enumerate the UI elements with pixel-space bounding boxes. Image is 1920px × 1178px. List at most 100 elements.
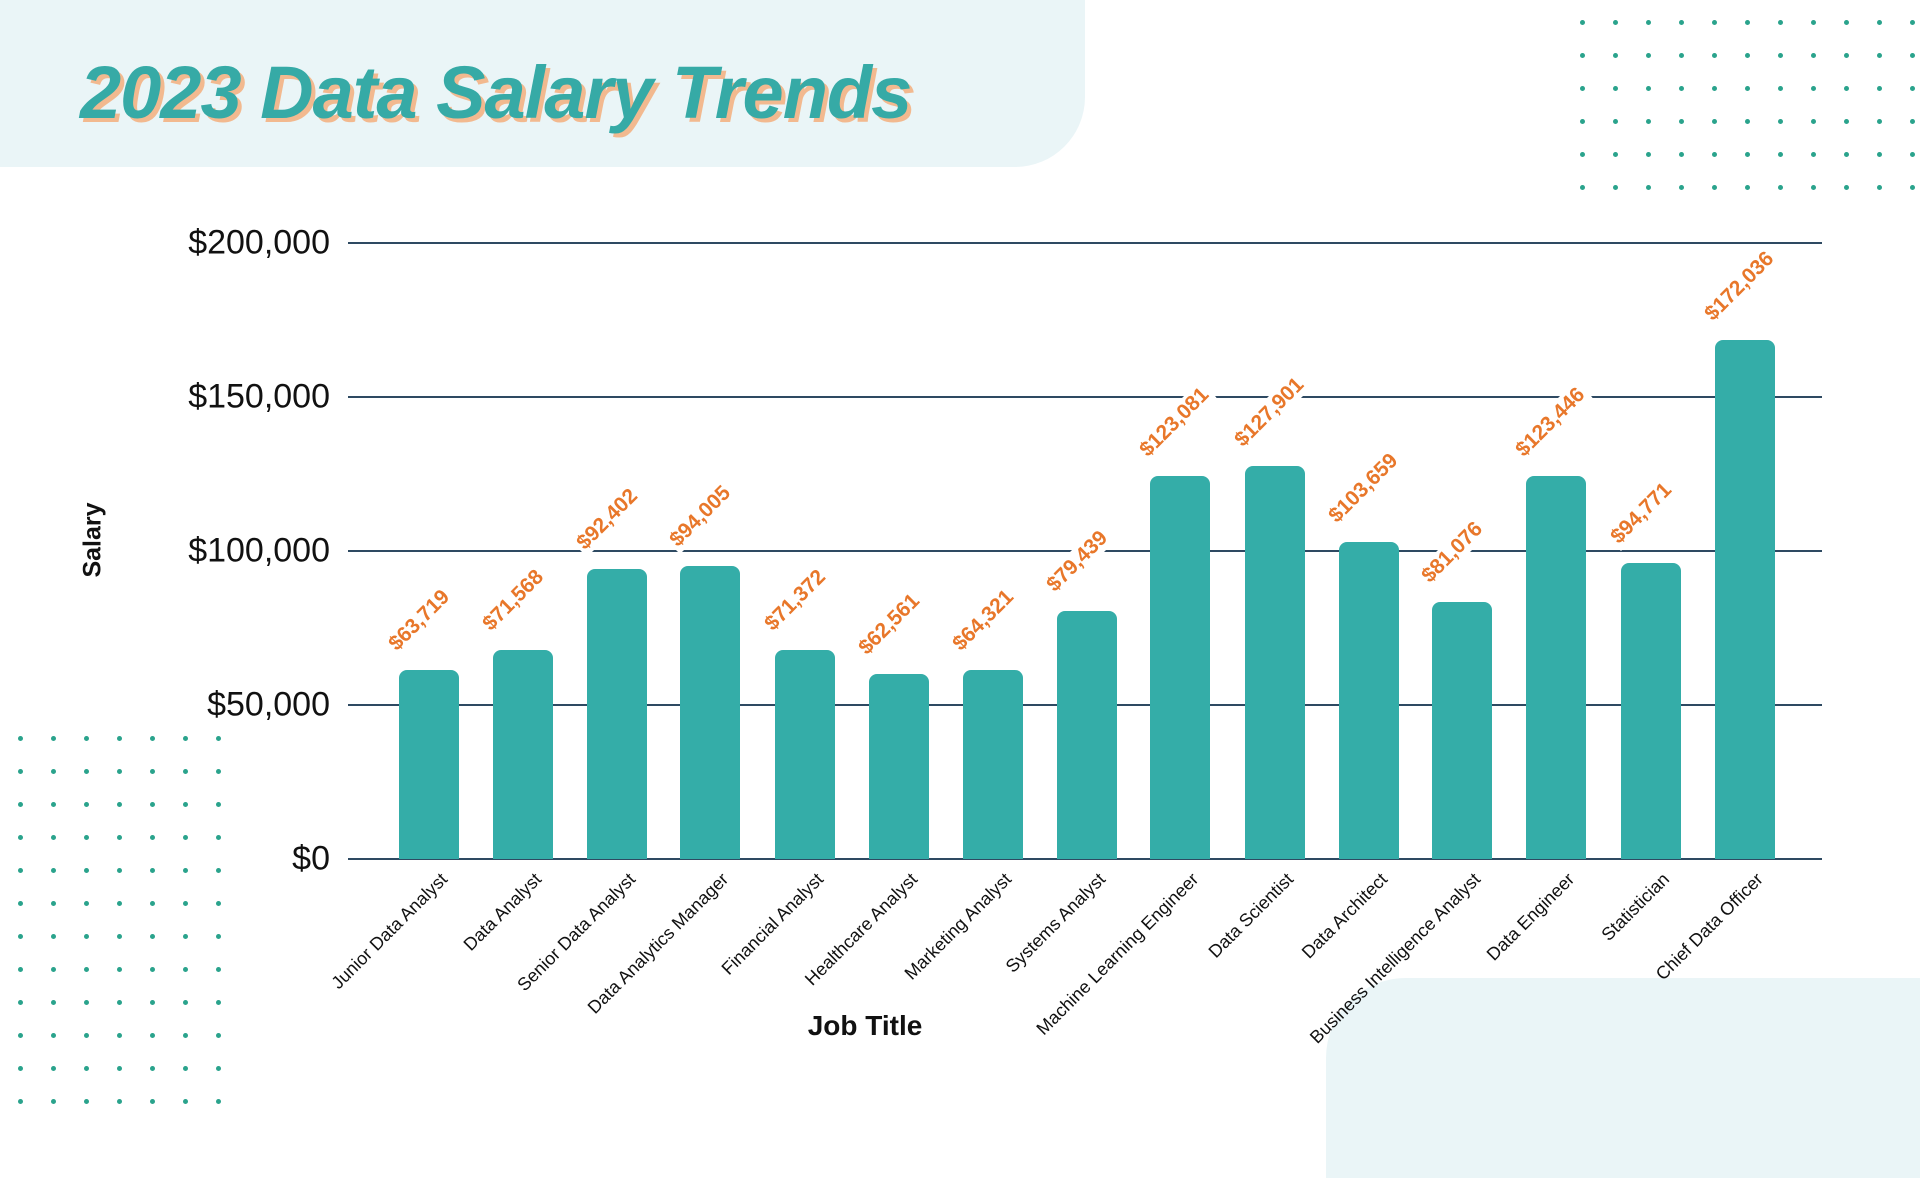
dot-icon	[1613, 119, 1618, 124]
dot-icon	[117, 1099, 122, 1104]
x-category-label: Data Scientist	[1204, 869, 1298, 962]
x-category-label: Financial Analyst	[717, 869, 828, 979]
dot-icon	[18, 1000, 23, 1005]
dot-icon	[117, 1000, 122, 1005]
dot-icon	[84, 868, 89, 873]
dot-icon	[1613, 53, 1618, 58]
dot-icon	[150, 835, 155, 840]
dot-icon	[1877, 152, 1882, 157]
y-tick-label: $200,000	[188, 223, 330, 262]
dot-icon	[1877, 119, 1882, 124]
dot-icon	[183, 967, 188, 972]
dot-icon	[150, 1099, 155, 1104]
dot-icon	[18, 769, 23, 774]
bar	[1715, 340, 1775, 859]
dot-icon	[1580, 152, 1585, 157]
bar	[1245, 466, 1305, 859]
dot-icon	[1745, 119, 1750, 124]
title-panel	[0, 0, 1085, 167]
bar	[1339, 541, 1399, 859]
bar-value-label: $94,771	[1604, 476, 1679, 552]
dot-icon	[183, 769, 188, 774]
dot-icon	[1910, 20, 1915, 25]
dot-icon	[1844, 20, 1849, 25]
dot-icon	[1712, 152, 1717, 157]
dot-icon	[51, 736, 56, 741]
dot-icon	[18, 1066, 23, 1071]
dot-icon	[18, 934, 23, 939]
dot-icon	[216, 1099, 221, 1104]
dot-icon	[1613, 185, 1618, 190]
dot-icon	[1778, 20, 1783, 25]
dot-icon	[84, 967, 89, 972]
dot-icon	[1811, 185, 1816, 190]
dot-icon	[1679, 86, 1684, 91]
dot-icon	[117, 868, 122, 873]
dot-icon	[1646, 86, 1651, 91]
dot-icon	[183, 1099, 188, 1104]
dot-icon	[1778, 53, 1783, 58]
dot-icon	[1580, 53, 1585, 58]
dot-icon	[216, 1033, 221, 1038]
dot-icon	[1679, 185, 1684, 190]
dot-icon	[216, 736, 221, 741]
x-axis-label: Job Title	[807, 1010, 923, 1041]
dot-icon	[84, 802, 89, 807]
bar	[869, 674, 929, 859]
dot-icon	[1811, 119, 1816, 124]
dot-icon	[1580, 119, 1585, 124]
bar-value-label: $127,901	[1228, 371, 1312, 455]
dot-icon	[216, 1066, 221, 1071]
dot-icon	[18, 835, 23, 840]
dot-icon	[84, 934, 89, 939]
bar-value-label: $64,321	[946, 582, 1021, 658]
dot-icon	[183, 835, 188, 840]
dot-icon	[117, 934, 122, 939]
bar	[587, 569, 647, 859]
bar-value-label: $63,719	[382, 582, 457, 658]
x-category-label: Machine Learning Engineer	[1032, 869, 1203, 1039]
dot-icon	[183, 736, 188, 741]
dot-icon	[1613, 20, 1618, 25]
dot-icon	[117, 901, 122, 906]
dot-icon	[150, 1033, 155, 1038]
bar-value-label: $123,446	[1509, 380, 1593, 464]
dot-icon	[1910, 86, 1915, 91]
dot-icon	[84, 835, 89, 840]
dot-icon	[117, 835, 122, 840]
dot-icon	[183, 1000, 188, 1005]
dot-icon	[150, 1066, 155, 1071]
dot-icon	[1844, 185, 1849, 190]
dot-icon	[117, 769, 122, 774]
bar-value-label: $81,076	[1415, 514, 1490, 590]
dot-icon	[1646, 152, 1651, 157]
bar-value-label: $92,402	[570, 482, 645, 558]
dot-icon	[1844, 152, 1849, 157]
dot-icon	[84, 769, 89, 774]
dot-icon	[150, 901, 155, 906]
dot-icon	[150, 934, 155, 939]
bar	[680, 566, 740, 859]
bar	[399, 669, 459, 859]
bar	[963, 669, 1023, 859]
dot-icon	[183, 802, 188, 807]
y-tick-label: $50,000	[207, 685, 330, 724]
bar	[1150, 475, 1210, 859]
dot-icon	[150, 868, 155, 873]
dot-icon	[1679, 20, 1684, 25]
dot-icon	[18, 901, 23, 906]
dot-icon	[1712, 185, 1717, 190]
bar-value-label: $71,372	[758, 562, 833, 638]
dot-icon	[1646, 20, 1651, 25]
y-tick-label: $0	[292, 839, 330, 878]
dot-icon	[1613, 152, 1618, 157]
dot-icon	[51, 1000, 56, 1005]
dot-icon	[1613, 86, 1618, 91]
bar-value-label: $79,439	[1040, 524, 1115, 600]
dot-icon	[1877, 53, 1882, 58]
dot-icon	[183, 1033, 188, 1038]
dot-icon	[183, 1066, 188, 1071]
dot-icon	[183, 934, 188, 939]
dot-icon	[1745, 20, 1750, 25]
dot-icon	[51, 1066, 56, 1071]
